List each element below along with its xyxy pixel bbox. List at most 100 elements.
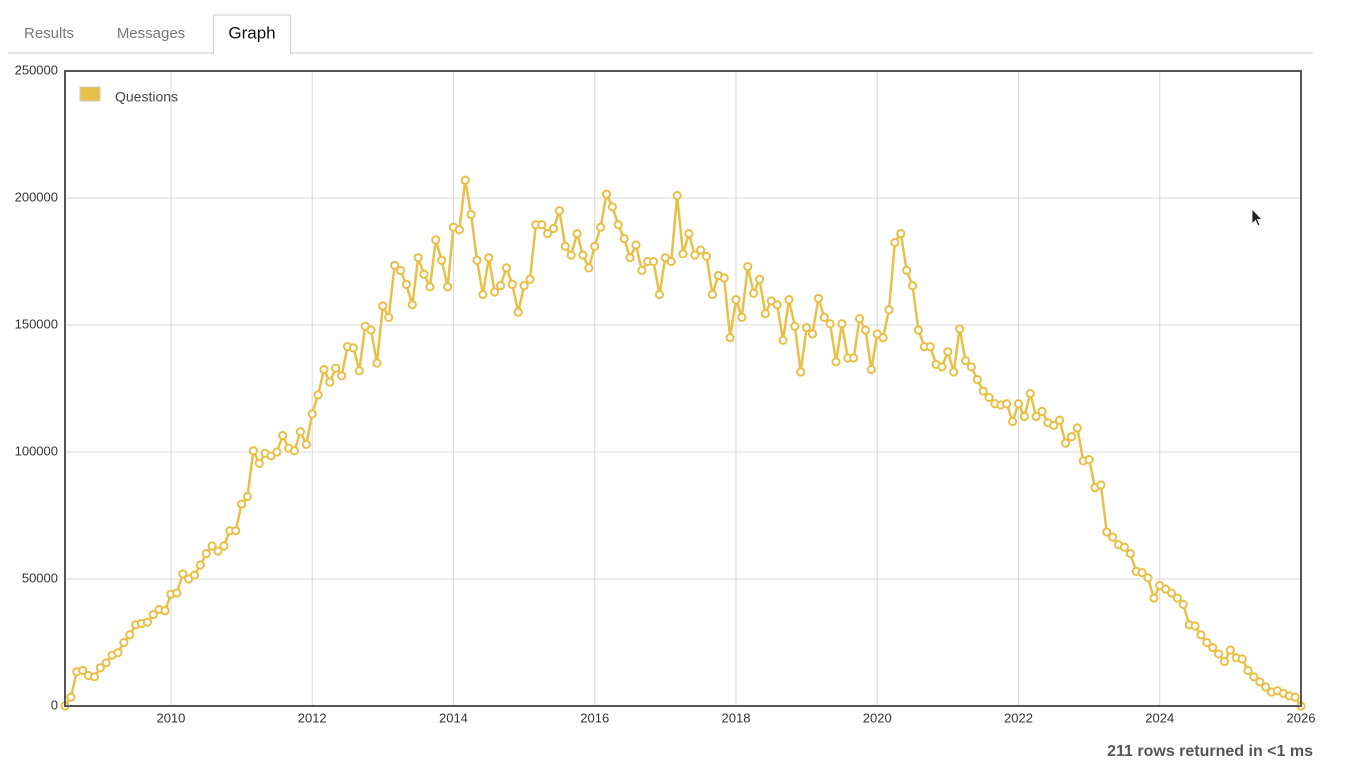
data-point: [1072, 423, 1082, 433]
legend-label: Questions: [115, 89, 178, 105]
data-point: [1013, 399, 1024, 409]
data-point: [1002, 399, 1012, 409]
data-point: [854, 314, 865, 324]
data-point: [890, 237, 900, 248]
data-point: [1055, 415, 1065, 425]
data-point: [837, 319, 847, 329]
data-point: [484, 253, 494, 263]
data-point: [372, 358, 382, 368]
tab-label[interactable]: Messages: [117, 25, 185, 42]
data-point: [231, 526, 241, 536]
x-tick-label: 2024: [1145, 710, 1174, 725]
data-point: [666, 256, 676, 267]
data-point: [590, 241, 600, 251]
plot-background: [65, 71, 1301, 706]
data-point: [178, 569, 188, 579]
data-point: [513, 307, 523, 317]
x-tick-label: 2010: [156, 710, 185, 725]
data-point: [413, 253, 423, 263]
data-point: [878, 333, 888, 343]
data-point: [148, 609, 158, 620]
data-point: [1261, 682, 1271, 692]
data-point: [1255, 677, 1265, 687]
data-point: [866, 364, 876, 375]
data-point: [1019, 411, 1029, 422]
data-point: [78, 665, 88, 676]
data-point: [984, 392, 994, 402]
data-point: [907, 281, 918, 291]
data-point: [696, 245, 706, 255]
data-point: [784, 295, 794, 305]
data-point: [1190, 621, 1200, 631]
data-point: [1025, 388, 1035, 399]
data-point: [701, 251, 712, 262]
data-point: [749, 288, 759, 298]
data-point: [1060, 438, 1071, 448]
data-point: [725, 333, 735, 343]
data-point: [937, 362, 947, 372]
data-point: [690, 250, 700, 260]
data-point: [607, 202, 617, 212]
data-point: [1290, 692, 1300, 702]
data-point: [390, 260, 400, 270]
data-point: [1096, 480, 1106, 490]
tab[interactable]: Results: [24, 25, 74, 42]
data-point: [395, 265, 406, 275]
data-point: [313, 390, 323, 400]
data-point: [554, 206, 565, 216]
data-point: [719, 273, 729, 283]
data-point: [201, 549, 211, 559]
tab-label[interactable]: Graph: [228, 23, 275, 42]
data-point: [384, 312, 394, 322]
y-tick-label: 150000: [15, 316, 58, 331]
data-point: [796, 367, 806, 377]
data-point: [236, 499, 247, 509]
x-tick-label: 2014: [439, 710, 468, 725]
data-point: [207, 541, 217, 551]
data-point: [807, 329, 818, 339]
data-point: [525, 274, 535, 284]
y-tick-label: 0: [51, 697, 58, 712]
tab-label[interactable]: Results: [24, 25, 74, 42]
active-tab-box: [212, 14, 292, 54]
data-point: [113, 648, 123, 658]
data-point: [1149, 593, 1159, 603]
data-point: [654, 289, 665, 300]
data-point: [1178, 599, 1188, 610]
data-point: [295, 427, 306, 437]
data-point: [1143, 573, 1153, 583]
data-point: [495, 281, 506, 291]
data-point: [354, 366, 364, 376]
data-point: [1102, 527, 1112, 537]
data-point: [213, 546, 223, 556]
data-point: [684, 228, 694, 239]
data-point: [66, 692, 76, 702]
tab[interactable]: Graph: [212, 14, 292, 54]
y-tick-label: 200000: [15, 189, 58, 204]
data-point: [160, 606, 170, 616]
data-point: [949, 367, 959, 377]
data-point: [142, 617, 153, 627]
data-point: [272, 447, 282, 457]
data-point: [1125, 549, 1135, 559]
data-point: [648, 256, 659, 267]
data-point: [625, 253, 635, 263]
data-point: [548, 223, 559, 234]
data-point: [1213, 649, 1224, 659]
data-point: [1031, 411, 1041, 422]
data-point: [472, 255, 482, 265]
data-point: [754, 274, 765, 284]
plot-frame: [64, 70, 1302, 707]
data-point: [242, 491, 253, 502]
tab[interactable]: Messages: [117, 25, 185, 42]
data-point: [219, 541, 229, 551]
data-point: [101, 658, 111, 668]
data-point: [189, 570, 200, 580]
data-point: [437, 255, 447, 265]
data-point: [672, 190, 682, 201]
x-tick-label: 2012: [298, 710, 327, 725]
data-point: [1243, 665, 1253, 676]
data-point: [1066, 432, 1077, 442]
data-point: [707, 289, 718, 300]
